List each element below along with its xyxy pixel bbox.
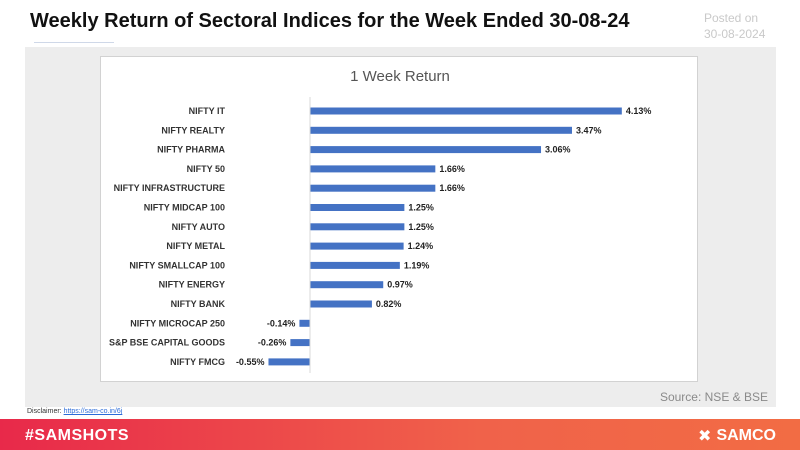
- bar: [310, 223, 405, 231]
- source-note: Source: NSE & BSE: [659, 390, 768, 404]
- disclaimer: Disclaimer: https://sam-co.in/6j: [27, 408, 122, 415]
- posted-date: 30-08-2024: [704, 27, 766, 41]
- bar: [310, 281, 384, 289]
- category-label: NIFTY METAL: [166, 241, 225, 251]
- data-label: -0.55%: [236, 357, 265, 367]
- data-label: 1.25%: [408, 203, 434, 213]
- data-label: 3.06%: [545, 145, 571, 155]
- category-label: NIFTY PHARMA: [157, 145, 225, 155]
- category-label: NIFTY FMCG: [170, 357, 225, 367]
- brand-name: SAMCO: [716, 427, 776, 444]
- data-label: -0.26%: [258, 338, 287, 348]
- category-label: NIFTY INFRASTRUCTURE: [114, 183, 225, 193]
- data-label: 1.19%: [404, 260, 430, 270]
- data-label: 1.66%: [439, 164, 465, 174]
- category-label: NIFTY BANK: [171, 299, 226, 309]
- category-label: NIFTY AUTO: [172, 222, 225, 232]
- bar: [310, 107, 622, 115]
- page-title: Weekly Return of Sectoral Indices for th…: [30, 10, 630, 32]
- posted-date-block: Posted on 30-08-2024: [704, 10, 765, 42]
- category-label: NIFTY SMALLCAP 100: [129, 260, 225, 270]
- hashtag-text: #SAMSHOTS: [25, 427, 130, 444]
- data-label: 3.47%: [576, 125, 602, 135]
- data-label: -0.14%: [267, 318, 296, 328]
- bar: [310, 184, 436, 192]
- bar: [290, 339, 310, 347]
- category-label: NIFTY ENERGY: [159, 280, 225, 290]
- data-label: 1.25%: [408, 222, 434, 232]
- chart-title: 1 Week Return: [350, 68, 450, 85]
- data-label: 0.82%: [376, 299, 402, 309]
- category-label: NIFTY IT: [189, 106, 226, 116]
- brand-logo: ✖ SAMCO: [698, 426, 776, 446]
- category-label: NIFTY 50: [187, 164, 225, 174]
- chart-card: 1 Week Return NIFTY IT 4.13% NIFTY REALTY 3…: [100, 56, 698, 382]
- disclaimer-link[interactable]: https://sam-co.in/6j: [63, 408, 123, 415]
- category-label: S&P BSE CAPITAL GOODS: [109, 338, 225, 348]
- bar: [310, 146, 542, 154]
- bar: [310, 261, 400, 269]
- bar: [310, 126, 572, 134]
- data-label: 1.66%: [439, 183, 465, 193]
- category-label: NIFTY REALTY: [161, 125, 225, 135]
- bar: [310, 242, 404, 250]
- bar: [310, 300, 372, 308]
- posted-label: Posted on: [704, 11, 759, 25]
- bar: [299, 319, 310, 327]
- category-label: NIFTY MICROCAP 250: [130, 318, 225, 328]
- title-underline: [34, 42, 114, 43]
- footer-banner: #SAMSHOTS ✖ SAMCO: [0, 419, 800, 450]
- data-label: 0.97%: [387, 280, 413, 290]
- samco-logo-icon: ✖: [698, 428, 712, 445]
- data-label: 1.24%: [408, 241, 434, 251]
- bar-chart: 1 Week Return NIFTY IT 4.13% NIFTY REALTY 3…: [109, 68, 652, 373]
- disclaimer-label: Disclaimer:: [27, 408, 62, 415]
- bar: [310, 204, 405, 211]
- bar: [310, 165, 436, 173]
- data-label: 4.13%: [626, 106, 652, 116]
- bar: [268, 358, 310, 366]
- category-label: NIFTY MIDCAP 100: [144, 203, 225, 213]
